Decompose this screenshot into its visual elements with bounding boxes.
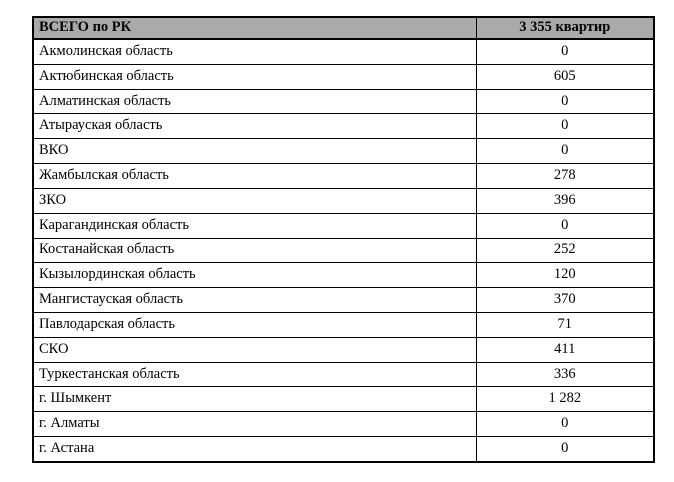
table-row: ЗКО 396 (32, 187, 655, 214)
region-name: СКО (32, 336, 477, 363)
region-name: г. Астана (32, 436, 477, 463)
quarters-value: 0 (475, 113, 655, 140)
quarters-value: 0 (475, 212, 655, 239)
total-region-label: ВСЕГО по РК (32, 16, 477, 40)
regions-table-container: ВСЕГО по РК 3 355 квартир Акмолинская об… (32, 16, 655, 463)
region-name: Актюбинская область (32, 63, 477, 90)
table-row: СКО 411 (32, 336, 655, 363)
table-row: г. Шымкент 1 282 (32, 386, 655, 413)
region-name: Алматинская область (32, 88, 477, 115)
quarters-value: 396 (475, 187, 655, 214)
table-row: Атырауская область 0 (32, 113, 655, 140)
table-row: Костанайская область 252 (32, 237, 655, 264)
total-quarters-label: 3 355 квартир (475, 16, 655, 40)
region-name: Мангистауская область (32, 287, 477, 313)
quarters-value: 71 (475, 311, 655, 338)
region-name: Кызылординская область (32, 262, 477, 289)
table-row: г. Алматы 0 (32, 411, 655, 438)
table-row: Кызылординская область 120 (32, 262, 655, 289)
quarters-value: 0 (475, 411, 655, 438)
table-row: Павлодарская область 71 (32, 311, 655, 338)
region-name: Жамбылская область (32, 163, 477, 189)
quarters-value: 0 (475, 436, 655, 463)
quarters-value: 252 (475, 237, 655, 264)
quarters-value: 0 (475, 138, 655, 165)
quarters-value: 336 (475, 361, 655, 388)
quarters-value: 605 (475, 63, 655, 90)
regions-table: ВСЕГО по РК 3 355 квартир Акмолинская об… (32, 16, 655, 463)
quarters-value: 411 (475, 336, 655, 363)
region-name: г. Алматы (32, 411, 477, 438)
table-body: Акмолинская область 0 Актюбинская область 6… (32, 38, 655, 463)
table-row: Алматинская область 0 (32, 88, 655, 115)
quarters-value: 0 (475, 38, 655, 65)
region-name: Костанайская область (32, 237, 477, 264)
region-name: Павлодарская область (32, 311, 477, 338)
quarters-value: 1 282 (475, 386, 655, 413)
table-header-row: ВСЕГО по РК 3 355 квартир (32, 16, 655, 40)
quarters-value: 278 (475, 163, 655, 189)
region-name: ВКО (32, 138, 477, 165)
quarters-value: 120 (475, 262, 655, 289)
table-row: г. Астана 0 (32, 436, 655, 463)
table-row: Туркестанская область 336 (32, 361, 655, 388)
region-name: Атырауская область (32, 113, 477, 140)
table-row: Карагандинская область 0 (32, 212, 655, 239)
quarters-value: 0 (475, 88, 655, 115)
table-row: Актюбинская область 605 (32, 63, 655, 90)
region-name: г. Шымкент (32, 386, 477, 413)
table-row: Жамбылская область 278 (32, 163, 655, 189)
region-name: ЗКО (32, 187, 477, 214)
region-name: Акмолинская область (32, 38, 477, 65)
table-row: Мангистауская область 370 (32, 287, 655, 313)
table-row: Акмолинская область 0 (32, 38, 655, 65)
region-name: Карагандинская область (32, 212, 477, 239)
quarters-value: 370 (475, 287, 655, 313)
table-row: ВКО 0 (32, 138, 655, 165)
region-name: Туркестанская область (32, 361, 477, 388)
